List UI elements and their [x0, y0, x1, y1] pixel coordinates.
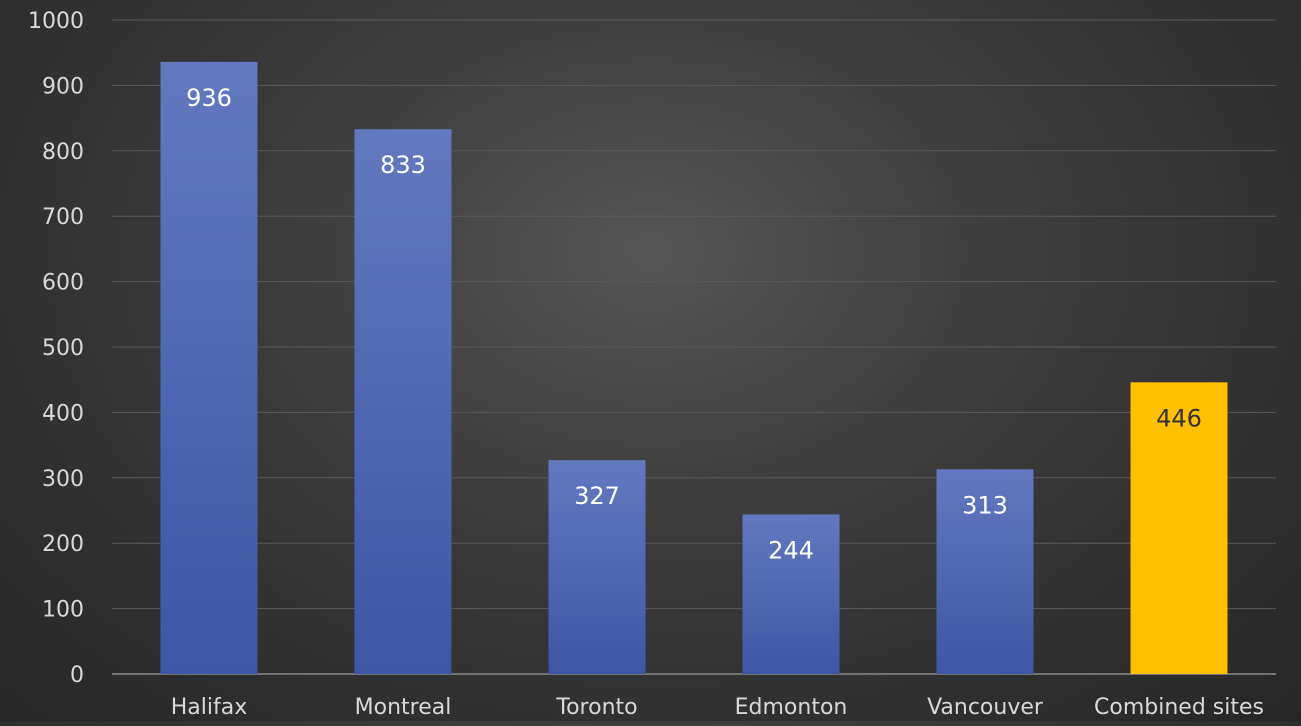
- y-tick-label: 800: [42, 140, 84, 165]
- data-label: 833: [380, 151, 426, 179]
- bar: [742, 514, 840, 674]
- bar: [936, 469, 1034, 674]
- data-label: 936: [186, 84, 232, 112]
- x-tick-label: Combined sites: [1094, 695, 1264, 720]
- gridlines: [112, 19, 1276, 675]
- x-axis-tick-labels: Halifax Montreal Toronto Edmonton Vancouver C…: [171, 695, 1264, 720]
- y-tick-label: 400: [42, 401, 84, 426]
- x-tick-label: Halifax: [171, 695, 248, 720]
- x-tick-label: Montreal: [355, 695, 452, 720]
- y-tick-label: 100: [42, 598, 84, 623]
- y-tick-label: 500: [42, 336, 84, 361]
- bar: [354, 129, 452, 674]
- bar: [160, 61, 258, 674]
- data-labels: 936 833 327 244 313 446: [186, 84, 1202, 565]
- y-tick-label: 200: [42, 532, 84, 557]
- x-tick-label: Edmonton: [735, 695, 848, 720]
- x-tick-label: Vancouver: [927, 695, 1044, 720]
- y-tick-label: 300: [42, 467, 84, 492]
- bar: [548, 460, 646, 674]
- y-tick-label: 1000: [28, 9, 84, 34]
- data-label: 244: [768, 536, 814, 564]
- y-tick-label: 900: [42, 74, 84, 99]
- y-tick-label: 0: [70, 663, 84, 688]
- data-label: 327: [574, 482, 620, 510]
- bar: [1130, 382, 1228, 674]
- y-tick-label: 700: [42, 205, 84, 230]
- data-label: 313: [962, 491, 1008, 519]
- x-tick-label: Toronto: [555, 695, 637, 720]
- data-label: 446: [1156, 404, 1202, 432]
- y-tick-label: 600: [42, 271, 84, 296]
- bars: [160, 61, 1228, 674]
- y-axis-tick-labels: 0 100 200 300 400 500 600 700 800 900 1000: [28, 9, 84, 688]
